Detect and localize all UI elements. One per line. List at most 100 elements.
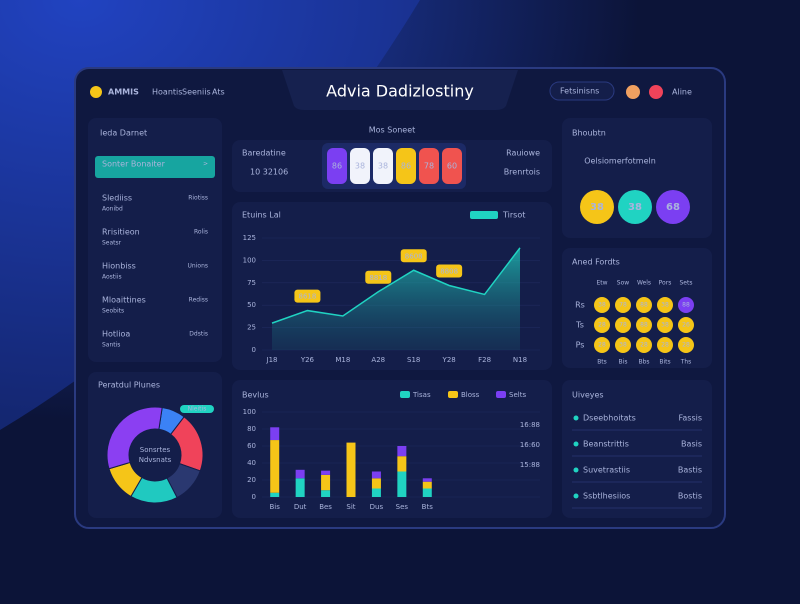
- legend-label: Tirsot: [502, 211, 525, 220]
- pill[interactable]: [419, 148, 439, 184]
- cal-cell-text[interactable]: 38: [661, 322, 669, 329]
- item-label[interactable]: Hionbiss: [102, 262, 136, 271]
- logo: [90, 86, 102, 98]
- cal-cell-text[interactable]: 28: [598, 322, 606, 329]
- cal-cell[interactable]: [636, 337, 652, 353]
- cal-cell-text[interactable]: 28: [682, 342, 690, 349]
- cal-cell-text[interactable]: 88: [640, 302, 648, 309]
- cal-cell-text[interactable]: 28: [640, 342, 648, 349]
- item-label[interactable]: Hotlioa: [102, 330, 130, 339]
- cal-cell-text[interactable]: 38: [598, 302, 606, 309]
- pill-text[interactable]: 86: [401, 162, 411, 171]
- cal-cell[interactable]: [636, 317, 652, 333]
- avatar[interactable]: [649, 85, 663, 99]
- cal-cell[interactable]: [594, 317, 610, 333]
- nav-item[interactable]: Hoantis: [152, 88, 182, 97]
- panel-subtitle: Oelsiomerfotmeln: [584, 157, 656, 166]
- pill[interactable]: [327, 148, 347, 184]
- item-sub[interactable]: Santis: [102, 342, 120, 349]
- cal-col: Sets: [680, 280, 693, 287]
- badge: [180, 405, 214, 413]
- item-label[interactable]: Sonter Bonaiter: [102, 160, 166, 169]
- nav-item[interactable]: Ats: [212, 88, 225, 97]
- pill-text[interactable]: 38: [378, 162, 388, 171]
- cal-cell-text[interactable]: 78: [619, 302, 627, 309]
- nav-item[interactable]: Seeniis: [182, 88, 211, 97]
- cal-cell-text[interactable]: 88: [640, 322, 648, 329]
- item-right[interactable]: Rolis: [194, 229, 208, 236]
- cal-cell[interactable]: [657, 317, 673, 333]
- y-tick-label: 100: [243, 408, 256, 416]
- annotation-box: [436, 264, 463, 278]
- cal-cell[interactable]: [615, 317, 631, 333]
- cal-cell-text[interactable]: 26: [682, 322, 690, 329]
- panel: [88, 118, 222, 362]
- item-right[interactable]: Rediss: [189, 297, 208, 304]
- pill[interactable]: [396, 148, 416, 184]
- cal-cell[interactable]: [594, 297, 610, 313]
- y-tick-label: 125: [243, 234, 256, 242]
- item-sub[interactable]: Aonibd: [102, 206, 123, 213]
- x-tick-label: F28: [478, 356, 491, 364]
- legend-label: Bloss: [461, 391, 480, 399]
- cal-cell[interactable]: [657, 297, 673, 313]
- annotation-box: [294, 289, 321, 303]
- item-right[interactable]: Riotiss: [188, 195, 208, 202]
- pill-text[interactable]: 78: [424, 162, 434, 171]
- cal-col: Wels: [637, 280, 651, 287]
- pill-text[interactable]: 86: [332, 162, 342, 171]
- bar: [371, 478, 381, 489]
- cal-cell[interactable]: [678, 337, 694, 353]
- cal-cell-text[interactable]: 28: [598, 342, 606, 349]
- pill-text[interactable]: 38: [355, 162, 365, 171]
- pill-text[interactable]: 60: [447, 162, 457, 171]
- cal-cell[interactable]: [615, 297, 631, 313]
- annotation: 8608: [405, 252, 423, 260]
- cal-cell-text[interactable]: 38: [619, 342, 627, 349]
- item-label[interactable]: Slediiss: [102, 194, 132, 203]
- cal-cell[interactable]: [657, 337, 673, 353]
- chart-title: Etuins Lal: [242, 211, 281, 220]
- x-tick-label: Sit: [346, 503, 355, 511]
- bar: [422, 488, 432, 497]
- cal-cell-text[interactable]: 78: [619, 322, 627, 329]
- cal-cell-text[interactable]: 88: [682, 302, 690, 309]
- bar: [321, 470, 331, 475]
- cal-cell-text[interactable]: 38: [661, 302, 669, 309]
- item-right[interactable]: Ddstis: [189, 331, 208, 338]
- kpi-left: 10 32106: [250, 168, 288, 177]
- status-circle: [618, 190, 652, 224]
- survey-dot: [573, 441, 579, 447]
- cal-cell-text[interactable]: 28: [661, 342, 669, 349]
- pill[interactable]: [373, 148, 393, 184]
- selected-item[interactable]: [95, 156, 215, 178]
- panel-title: Uiveyes: [572, 391, 604, 400]
- cal-cell[interactable]: [678, 297, 694, 313]
- bar: [270, 427, 280, 441]
- item-label[interactable]: Mloaittines: [102, 296, 146, 305]
- item-sub[interactable]: Seatsr: [102, 240, 122, 247]
- legend-swatch: [448, 391, 458, 398]
- cal-cell[interactable]: [615, 337, 631, 353]
- avatar[interactable]: [626, 85, 640, 99]
- y-tick-label: 80: [247, 425, 256, 433]
- cal-cell[interactable]: [594, 337, 610, 353]
- cal-cell[interactable]: [678, 317, 694, 333]
- item-right[interactable]: Unions: [188, 263, 208, 270]
- title: Advia Dadizlostiny: [326, 82, 474, 101]
- search-placeholder[interactable]: Fetsinisns: [560, 87, 599, 96]
- line: [271, 247, 521, 324]
- annotation-box: [400, 249, 427, 263]
- item-sub[interactable]: Seobits: [102, 308, 124, 315]
- cal-cell[interactable]: [636, 297, 652, 313]
- user-name[interactable]: Aline: [672, 88, 692, 97]
- brand: AMMIS: [108, 88, 139, 97]
- pill[interactable]: [350, 148, 370, 184]
- item-label[interactable]: Rrisitieon: [102, 228, 140, 237]
- panel-title: Bhoubtn: [572, 129, 606, 138]
- search-box[interactable]: [549, 81, 615, 101]
- pill[interactable]: [442, 148, 462, 184]
- item-sub[interactable]: Aostiis: [102, 274, 122, 281]
- item-right[interactable]: >: [203, 161, 208, 168]
- survey-value: Basis: [681, 440, 702, 449]
